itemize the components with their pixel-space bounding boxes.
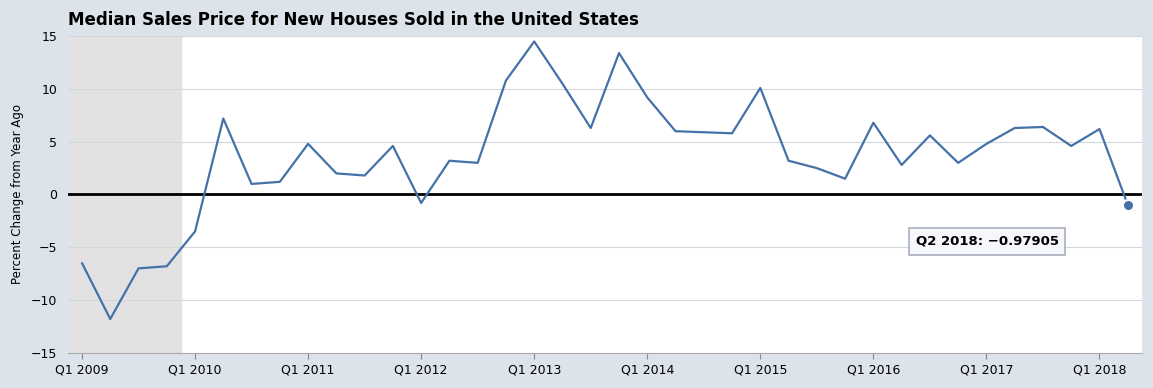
Y-axis label: Percent Change from Year Ago: Percent Change from Year Ago bbox=[12, 104, 24, 284]
Text: Median Sales Price for New Houses Sold in the United States: Median Sales Price for New Houses Sold i… bbox=[68, 11, 639, 29]
Text: Q2 2018: −0.97905: Q2 2018: −0.97905 bbox=[915, 235, 1058, 248]
Bar bbox=[68, 36, 181, 353]
